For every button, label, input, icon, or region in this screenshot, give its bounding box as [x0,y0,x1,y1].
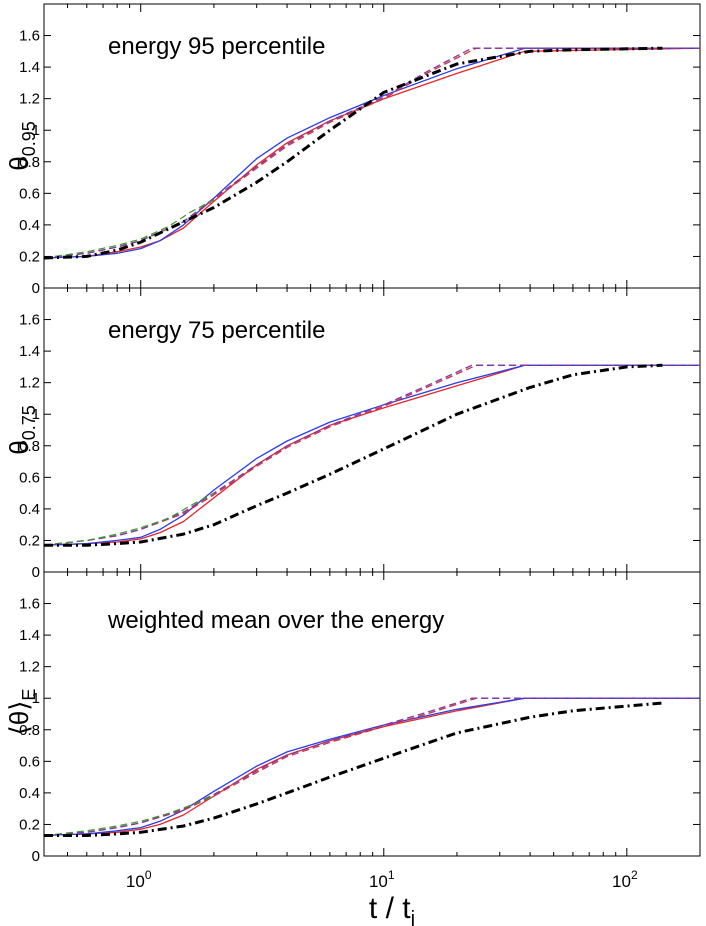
y-tick-label: 0.4 [19,501,40,518]
y-tick-label: 0.2 [19,248,40,265]
y-tick-label: 1 [32,406,40,423]
series-line-blue-solid [44,697,700,837]
series-line-purple-dashed [44,697,700,837]
series-group [44,46,700,260]
series-line-black-dash-dot [44,363,663,547]
x-axis-label-sub: j [410,908,415,926]
x-tick-label: 101 [369,868,395,891]
series-line-red-dashed [44,47,700,259]
series-line-blue-solid [44,364,700,546]
y-axis-label: θ0.95 [4,121,39,171]
y-tick-label: 1.6 [19,596,40,613]
series-group [44,697,700,837]
panel-3: 0 0.2 0.4 0.6 0.8 1 1.2 1.4 1.6 weighted mean ove… [4,571,701,926]
y-tick-label: 0.6 [19,753,40,770]
y-tick-label: 1.4 [19,343,40,360]
x-axis-label-main: t / t [369,892,411,925]
y-tick-label: 0.4 [19,217,40,234]
x-tick-exp: 1 [388,868,395,882]
y-tick-label: 0.6 [19,469,40,486]
y-tick-label: 1 [32,122,40,139]
y-tick-label: 1.4 [19,627,40,644]
panel-1: 0 0.2 0.4 0.6 0.8 1 1.2 1.4 1.6 energy 95 percent… [4,3,701,297]
y-tick-label: 0 [32,564,40,581]
y-tick-label: 1.4 [19,59,40,76]
x-axis-label: t / tj [369,892,415,926]
y-tick-label: 1.2 [19,375,40,392]
series-line-green-dashed [44,199,215,259]
y-axis-label-sub: 0.75 [19,405,39,440]
plot-frame [43,571,701,857]
x-tick-exp: 2 [631,868,638,882]
y-tick-label: 0.4 [19,785,40,802]
y-tick-label: 0.8 [19,438,40,455]
y-axis-label-main: ⟨θ⟩ [4,701,34,736]
series-group [44,363,700,547]
y-axis-label-sub: 0.95 [19,121,39,156]
panel-title: energy 95 percentile [108,33,325,60]
y-tick-label: 0 [32,280,40,297]
y-tick-label: 0.6 [19,185,40,202]
y-axis-label-main: θ [4,440,34,454]
x-tick-label: 102 [612,868,638,891]
series-line-blue-solid [44,47,700,259]
series-line-red-solid [44,47,700,259]
panel-title: weighted mean over the energy [107,607,444,634]
y-axis-label-main: θ [4,156,34,170]
series-line-black-dash-dot [44,701,663,837]
x-tick-label: 100 [126,868,152,891]
series-line-red-solid [44,697,700,837]
y-axis-label: θ0.75 [4,405,39,455]
y-tick-label: 0.8 [19,722,40,739]
panel-title: energy 75 percentile [108,317,325,344]
x-tick-base: 10 [612,872,631,891]
x-tick-base: 10 [126,872,145,891]
series-line-green-dashed [44,492,215,546]
x-tick-base: 10 [369,872,388,891]
x-tick-exp: 0 [145,868,152,882]
panel-2: 0 0.2 0.4 0.6 0.8 1 1.2 1.4 1.6 energy 75 percent… [4,287,701,581]
y-tick-label: 1.2 [19,659,40,676]
y-tick-label: 1.2 [19,91,40,108]
series-line-green-dashed [44,795,215,837]
y-tick-label: 1.6 [19,312,40,329]
y-tick-label: 1.6 [19,28,40,45]
y-axis-label-sub: E [19,689,39,701]
series-line-black-dash-dot [44,46,663,260]
y-tick-label: 0 [32,848,40,865]
y-tick-label: 0.2 [19,816,40,833]
series-line-purple-dashed [44,47,700,259]
y-tick-label: 0.2 [19,532,40,549]
y-tick-label: 1 [32,690,40,707]
series-line-red-dashed [44,697,700,837]
y-tick-label: 0.8 [19,154,40,171]
y-axis-label: ⟨θ⟩E [4,689,39,736]
series-line-purple-dashed [44,364,700,546]
